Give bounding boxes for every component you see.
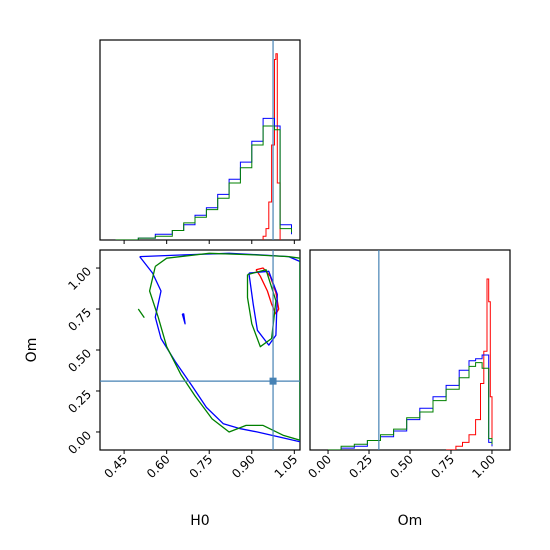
y-axis-label-om: Om (24, 338, 40, 363)
h0-hist-series-green (115, 125, 292, 240)
h0-x-tick-label: 1.05 (272, 452, 301, 481)
h0-hist-panel (99, 39, 301, 241)
h0-hist-series-red (262, 53, 281, 240)
om-hist-series-blue (328, 354, 493, 450)
contour-1-0 (139, 252, 300, 443)
om-x-tick-label: 0.00 (305, 452, 334, 481)
tick-layer: 0.45 0.60 0.75 0.90 1.050.000.250.500.751.00… (65, 240, 498, 481)
om-y-tick-label: 0.75 (65, 305, 94, 334)
contour-2-0 (148, 252, 300, 441)
contour-1-2 (181, 313, 186, 325)
contour-2-1 (246, 269, 277, 348)
om-histogram-layer (328, 250, 493, 450)
om-y-tick-label: 0.00 (65, 428, 94, 457)
x-axis-label-h0: H0 (190, 513, 209, 529)
h0-x-tick-label: 0.75 (187, 452, 216, 481)
h0-x-tick-label: 0.90 (229, 452, 258, 481)
h0-hist-series-blue (115, 117, 292, 240)
truth-marker (269, 377, 277, 385)
om-x-tick-label: 0.75 (428, 452, 457, 481)
om-x-tick-label: 0.25 (346, 452, 375, 481)
om-y-tick-label: 0.25 (65, 387, 94, 416)
x-axis-label-om: Om (398, 513, 423, 529)
om-hist-series-red (446, 278, 493, 450)
contour-1-1 (248, 270, 278, 346)
h0-histogram-layer (115, 40, 292, 240)
om-h0-2d-panel (99, 249, 301, 451)
om-y-tick-label: 0.50 (65, 346, 94, 375)
om-hist-series-green (328, 362, 493, 450)
om-y-tick-label: 1.00 (65, 264, 94, 293)
h0-x-tick-label: 0.45 (101, 452, 130, 481)
om-x-tick-label: 1.00 (469, 452, 498, 481)
om-x-tick-label: 0.50 (387, 452, 416, 481)
h0-x-tick-label: 0.60 (144, 452, 173, 481)
contour-layer (100, 250, 300, 450)
contour-2-2 (137, 308, 145, 318)
